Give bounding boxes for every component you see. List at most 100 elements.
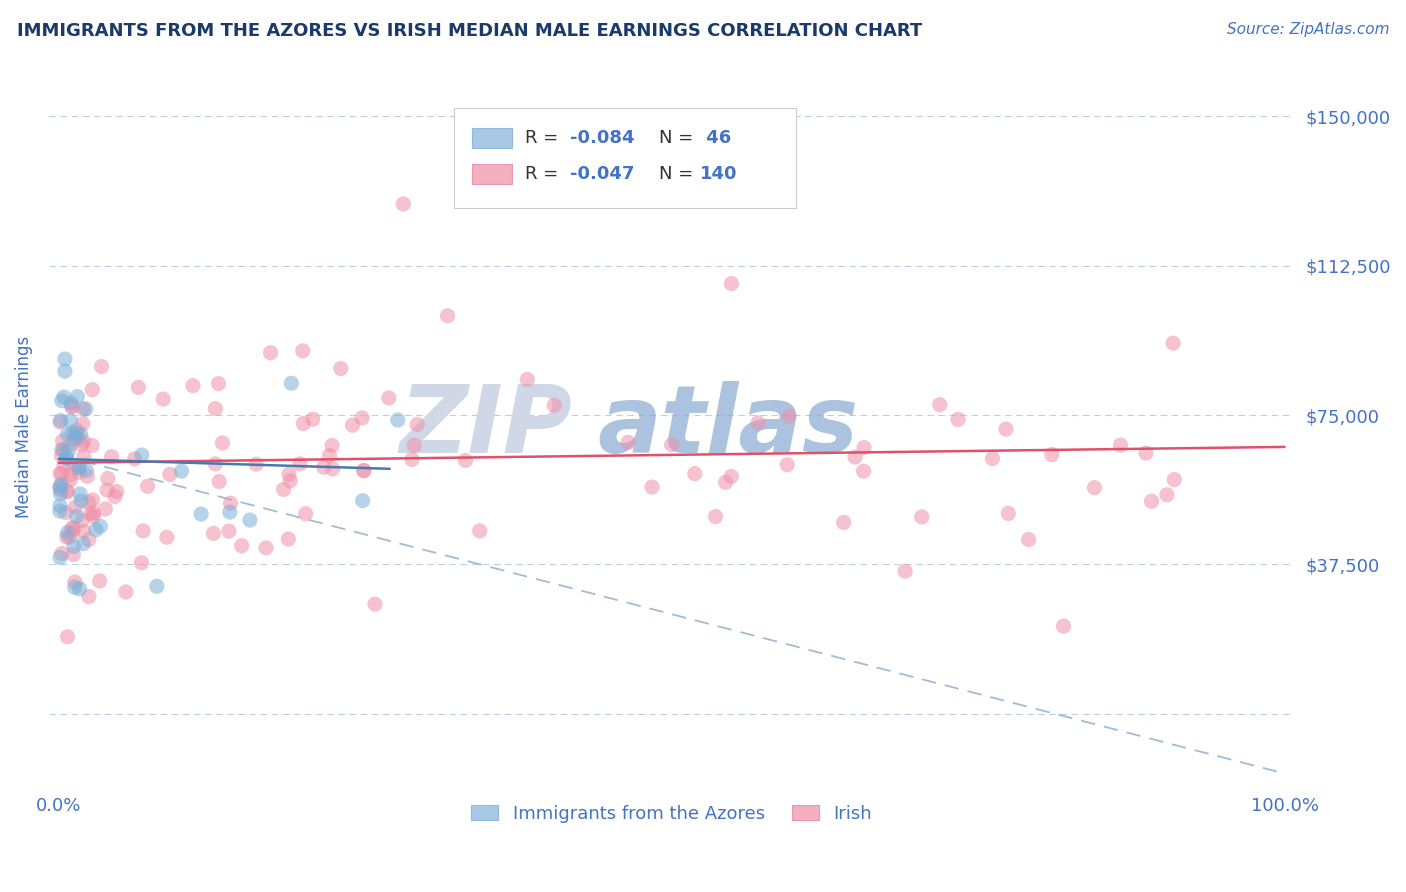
Point xyxy=(245,457,267,471)
Point xyxy=(294,507,316,521)
Point xyxy=(51,449,73,463)
Point xyxy=(60,396,83,410)
Point xyxy=(59,473,82,487)
Point xyxy=(100,450,122,464)
Point xyxy=(55,483,77,498)
Point xyxy=(62,548,84,562)
Point xyxy=(288,457,311,471)
Point xyxy=(683,467,706,481)
Point xyxy=(1135,446,1157,460)
Point xyxy=(63,575,86,590)
Point xyxy=(468,524,491,538)
Point xyxy=(49,550,72,565)
Text: 140: 140 xyxy=(700,165,738,183)
Point xyxy=(94,502,117,516)
Point xyxy=(321,438,343,452)
Point xyxy=(66,390,89,404)
Point xyxy=(60,400,83,414)
Point xyxy=(82,509,104,524)
Text: ZIP: ZIP xyxy=(399,381,572,473)
Point xyxy=(65,426,87,441)
Point xyxy=(832,516,855,530)
Point xyxy=(720,277,742,291)
Text: Source: ZipAtlas.com: Source: ZipAtlas.com xyxy=(1226,22,1389,37)
Point xyxy=(53,364,76,378)
Point xyxy=(65,500,87,515)
Point xyxy=(56,630,79,644)
Point xyxy=(1018,533,1040,547)
Point xyxy=(301,412,323,426)
Point xyxy=(56,427,79,442)
Point xyxy=(454,453,477,467)
Point xyxy=(53,506,76,520)
Point xyxy=(292,417,315,431)
Point xyxy=(273,483,295,497)
Point xyxy=(259,345,281,359)
Point xyxy=(51,546,73,560)
Point xyxy=(401,452,423,467)
Point xyxy=(90,359,112,374)
Legend: Immigrants from the Azores, Irish: Immigrants from the Azores, Irish xyxy=(464,797,879,830)
Point xyxy=(62,539,84,553)
Point xyxy=(60,425,83,440)
Point xyxy=(56,484,79,499)
Point xyxy=(79,507,101,521)
Point xyxy=(105,484,128,499)
Point xyxy=(159,467,181,482)
Point xyxy=(63,521,86,535)
Text: IMMIGRANTS FROM THE AZORES VS IRISH MEDIAN MALE EARNINGS CORRELATION CHART: IMMIGRANTS FROM THE AZORES VS IRISH MEDI… xyxy=(17,22,922,40)
FancyBboxPatch shape xyxy=(454,108,796,209)
Text: R =: R = xyxy=(524,129,558,147)
Point xyxy=(1109,438,1132,452)
Point xyxy=(65,509,87,524)
Point xyxy=(66,423,89,437)
Bar xyxy=(472,164,512,184)
Point xyxy=(49,415,72,429)
Point xyxy=(329,361,352,376)
Point xyxy=(946,412,969,426)
Point xyxy=(714,475,737,490)
Point xyxy=(72,401,94,416)
Point xyxy=(170,464,193,478)
Point xyxy=(911,510,934,524)
Point xyxy=(392,197,415,211)
Point xyxy=(53,390,76,404)
Point xyxy=(146,579,169,593)
Point xyxy=(364,597,387,611)
Point xyxy=(994,422,1017,436)
Point xyxy=(84,523,107,537)
Point xyxy=(1083,481,1105,495)
Point xyxy=(76,469,98,483)
Point xyxy=(51,393,73,408)
Point xyxy=(543,399,565,413)
Text: 46: 46 xyxy=(700,129,731,147)
Point xyxy=(80,439,103,453)
Point xyxy=(51,442,73,457)
Point xyxy=(280,376,302,391)
Point xyxy=(894,564,917,578)
Point xyxy=(72,417,94,431)
Point xyxy=(82,383,104,397)
Point xyxy=(66,431,89,445)
Point xyxy=(352,493,374,508)
Point xyxy=(104,490,127,504)
Point xyxy=(152,392,174,406)
Point xyxy=(239,513,262,527)
Point xyxy=(278,467,301,482)
Point xyxy=(1163,473,1185,487)
Point xyxy=(852,464,875,478)
Point xyxy=(208,475,231,489)
Point xyxy=(776,458,799,472)
Point xyxy=(127,380,149,394)
Point xyxy=(353,463,375,477)
Bar xyxy=(472,128,512,148)
Point xyxy=(51,467,73,481)
Point xyxy=(278,474,301,488)
Point xyxy=(63,459,86,474)
Point xyxy=(49,481,72,495)
Point xyxy=(778,409,800,423)
Point xyxy=(49,487,72,501)
Point xyxy=(58,443,80,458)
Point xyxy=(63,429,86,443)
Point xyxy=(436,309,458,323)
